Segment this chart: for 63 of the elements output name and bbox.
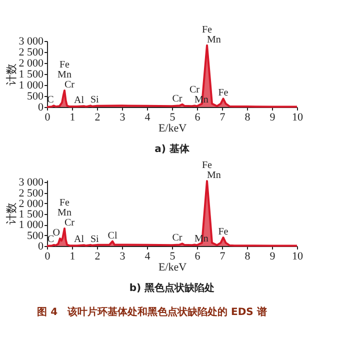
x-tick-label: 9	[270, 112, 276, 124]
annotation: Mn	[58, 208, 72, 219]
x-tick-label: 9	[270, 250, 276, 262]
y-tick-label: 500	[27, 230, 44, 242]
x-tick-label: 1	[70, 250, 76, 262]
annotation: Mn	[207, 34, 221, 46]
y-tick-label: 2 000	[18, 58, 44, 70]
annotation: Mn	[58, 70, 72, 80]
annotation: Cl	[108, 230, 118, 242]
x-tick-label: 6	[194, 112, 201, 124]
annotation: Cr	[172, 93, 183, 104]
annotation: Al	[74, 234, 84, 246]
y-tick-label: 0	[38, 102, 44, 114]
caption: 图 4 该叶片环基体处和黑色点状缺陷处的 EDS 谱	[37, 306, 267, 318]
y-tick-label: 1 000	[18, 80, 44, 92]
y-tick-label: 3 000	[18, 176, 44, 189]
y-tick-label: 1 000	[18, 219, 44, 232]
x-tick-label: 5	[170, 250, 176, 262]
y-tick-label: 0	[38, 240, 44, 252]
x-tick-label: 1	[70, 112, 76, 124]
y-tick-label: 2 000	[18, 198, 44, 210]
x-tick-label: 4	[144, 112, 151, 124]
x-tick-label: 2	[94, 112, 100, 124]
x-tick-label: 6	[194, 250, 201, 262]
x-tick-label: 7	[220, 112, 226, 124]
x-tick-label: 10	[292, 112, 304, 124]
annotation: C	[47, 234, 54, 245]
x-tick-label: 10	[292, 250, 304, 262]
y-axis-title: 计数	[4, 64, 18, 86]
y-tick-label: 1 500	[18, 68, 44, 80]
annotation: Al	[74, 95, 84, 106]
text: a) 基体	[154, 143, 190, 155]
x-tick-label: 4	[144, 250, 151, 262]
y-tick-label: 3 000	[18, 36, 44, 48]
x-tick-label: 8	[244, 112, 251, 124]
annotation: Fe	[218, 226, 229, 238]
x-tick-label: 3	[120, 250, 126, 262]
annotation: Si	[90, 234, 100, 245]
x-tick-label: 8	[244, 250, 251, 262]
x-axis-title: E/keV	[158, 122, 187, 134]
x-tick-label: 2	[94, 250, 100, 262]
annotation: Fe	[202, 24, 213, 36]
annotation: O	[52, 228, 60, 239]
y-tick-label: 2 500	[18, 46, 44, 58]
annotation: Cr	[190, 84, 200, 96]
x-tick-label: 7	[220, 250, 226, 262]
y-tick-label: 500	[27, 90, 44, 102]
annotation: Fe	[218, 88, 229, 99]
x-axis-title: E/keV	[158, 262, 187, 274]
annotation: Cr	[172, 232, 183, 244]
x-tick-label: 5	[170, 112, 176, 124]
x-tick-label: 3	[120, 112, 126, 124]
annotation: Si	[90, 94, 100, 106]
y-tick-label: 2 500	[18, 187, 44, 200]
y-tick-label: 1 500	[18, 208, 44, 221]
annotation: Fe	[60, 198, 70, 209]
y-axis-title: 计数	[4, 202, 18, 224]
annotation: Cr	[64, 80, 76, 90]
text: b) 黑色点状缺陷处	[129, 282, 215, 294]
annotation: Fe	[202, 160, 213, 172]
annotation: Fe	[60, 60, 70, 70]
annotation: Cr	[64, 218, 76, 229]
annotation: Mn	[207, 170, 221, 182]
